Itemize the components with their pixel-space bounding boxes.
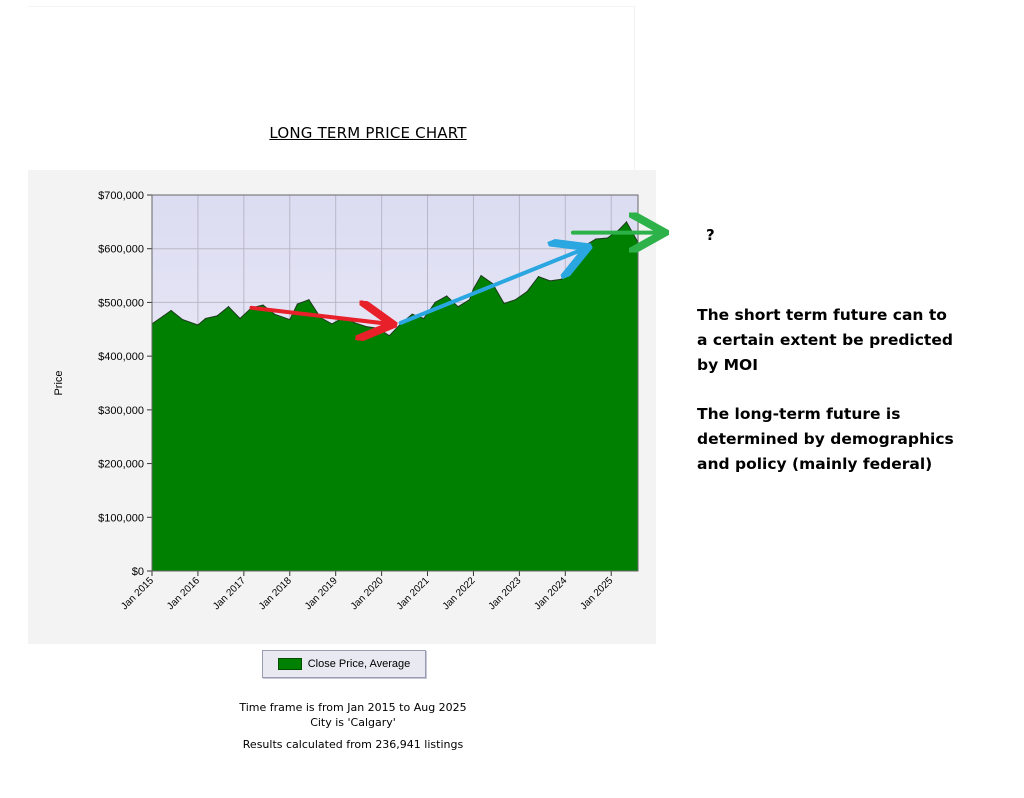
data-point — [162, 315, 165, 317]
x-tick-label: Jan 2021 — [395, 575, 432, 612]
data-point — [595, 238, 597, 240]
future-question-mark: ? — [706, 226, 715, 244]
x-tick-label: Jan 2022 — [441, 575, 478, 612]
x-tick-label: Jan 2018 — [257, 575, 294, 612]
x-tick-label: Jan 2024 — [533, 575, 570, 612]
legend-swatch — [277, 658, 302, 670]
y-tick-label: $0 — [132, 566, 144, 578]
data-point — [423, 317, 425, 320]
data-point — [503, 302, 505, 305]
data-point — [472, 288, 474, 290]
data-point — [296, 303, 298, 305]
data-point — [262, 304, 264, 306]
data-point — [549, 280, 551, 282]
legend-label: Close Price, Average — [307, 658, 411, 670]
data-point — [354, 322, 356, 324]
data-point — [273, 313, 276, 315]
data-point — [182, 319, 184, 321]
data-point — [618, 229, 620, 231]
data-point — [331, 323, 333, 325]
data-point — [411, 313, 413, 315]
y-tick-label: $500,000 — [98, 297, 144, 309]
plot-border — [151, 194, 639, 572]
growth-trend-arrow — [398, 249, 585, 325]
y-tick-label: $700,000 — [98, 190, 144, 202]
x-tick-label: Jan 2023 — [487, 575, 524, 612]
x-tick-label: Jan 2015 — [119, 575, 156, 612]
data-point — [170, 309, 172, 312]
data-point — [514, 299, 517, 301]
footer-timeframe: Time frame is from Jan 2015 to Aug 2025 — [239, 701, 467, 714]
chart-header-panel — [28, 6, 635, 171]
data-point — [205, 317, 207, 320]
data-point — [197, 324, 199, 326]
decline-trend-arrow — [249, 308, 389, 324]
data-point — [469, 299, 471, 301]
data-point — [365, 326, 367, 328]
y-axis-title: Price — [53, 370, 65, 395]
note-short-term: The short term future can to a certain e… — [697, 306, 953, 374]
data-point — [239, 317, 241, 320]
data-point — [308, 299, 310, 301]
data-point — [446, 295, 448, 297]
note-long-term: The long-term future is determined by de… — [697, 405, 954, 473]
data-point — [572, 261, 574, 263]
x-tick-label: Jan 2025 — [578, 575, 615, 612]
data-point — [480, 275, 482, 277]
data-point — [625, 221, 628, 223]
y-tick-label: $400,000 — [98, 351, 144, 363]
y-tick-label: $100,000 — [98, 512, 144, 524]
data-point — [377, 327, 379, 329]
y-tick-label: $200,000 — [98, 459, 144, 471]
data-point — [560, 278, 563, 280]
x-tick-label: Jan 2016 — [165, 575, 202, 612]
chart-title: LONG TERM PRICE CHART — [269, 124, 467, 142]
footer-city: City is 'Calgary' — [310, 716, 396, 729]
data-point — [434, 301, 436, 303]
y-tick-label: $300,000 — [98, 405, 144, 417]
data-point — [606, 237, 609, 239]
data-point — [583, 245, 586, 247]
data-point — [216, 315, 218, 317]
data-point — [457, 306, 459, 308]
x-tick-label: Jan 2017 — [211, 575, 248, 612]
chart-panel: $700,000 $600,000 $500,000 $400,000 $300,000… — [28, 170, 656, 644]
x-tick-label: Jan 2019 — [303, 575, 340, 612]
chart-legend: Close Price, Average — [262, 650, 426, 678]
data-point — [526, 291, 528, 293]
data-point — [388, 335, 390, 337]
price-chart: $700,000 $600,000 $500,000 $400,000 $300,000… — [53, 190, 656, 612]
x-tick-label: Jan 2020 — [349, 575, 386, 612]
data-point — [537, 276, 540, 278]
footer-listings: Results calculated from 236,941 listings — [242, 738, 464, 751]
data-point — [227, 306, 230, 308]
y-tick-label: $600,000 — [98, 244, 144, 256]
data-point — [289, 319, 291, 321]
